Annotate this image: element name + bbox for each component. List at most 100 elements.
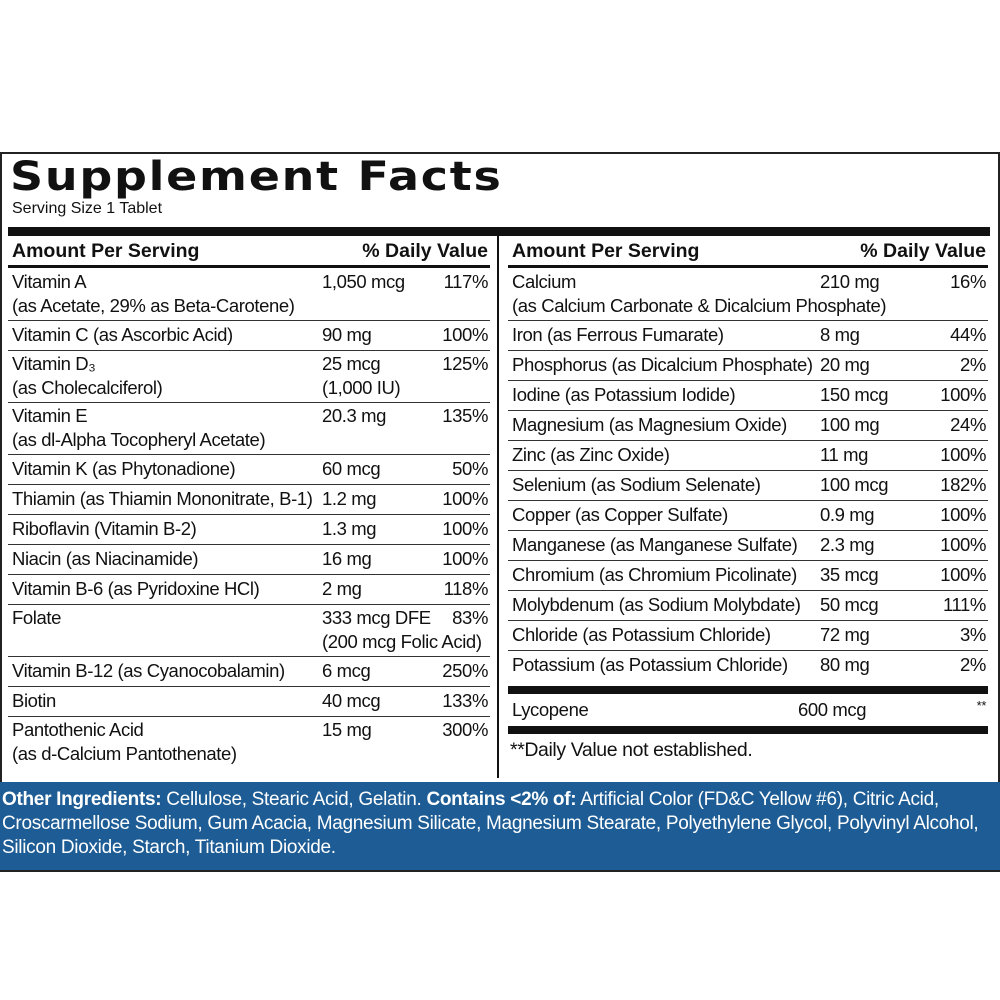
nutrient-name: Zinc (as Zinc Oxide)	[512, 444, 670, 465]
row-rule	[8, 484, 490, 485]
nutrient-name: Chromium (as Chromium Picolinate)	[512, 564, 797, 585]
text: Cellulose, Stearic Acid, Gelatin.	[161, 789, 427, 810]
daily-value: 2%	[960, 654, 986, 675]
nutrient-name: Chloride (as Potassium Chloride)	[512, 624, 771, 645]
daily-value: 100%	[940, 504, 986, 525]
nutrient-name: Thiamin (as Thiamin Mononitrate, B-1)	[12, 488, 313, 509]
row-rule	[508, 320, 988, 321]
nutrient-name: Vitamin C (as Ascorbic Acid)	[12, 324, 233, 345]
daily-value: 100%	[442, 488, 488, 509]
amount: 210 mg	[820, 271, 880, 292]
nutrient-name: Biotin	[12, 690, 56, 711]
daily-value: 100%	[442, 518, 488, 539]
amount: 100 mg	[820, 414, 880, 435]
row-rule	[508, 350, 988, 351]
nutrient-name: (as Calcium Carbonate & Dicalcium Phosph…	[512, 295, 887, 316]
daily-value: 182%	[940, 474, 986, 495]
nutrient-name: Potassium (as Potassium Chloride)	[512, 654, 788, 675]
nutrient-name: Lycopene	[512, 699, 589, 720]
label: Other Ingredients:	[2, 789, 162, 810]
column-header: Amount Per Serving	[512, 240, 700, 262]
column-header: Amount Per Serving	[12, 240, 200, 262]
header-rule	[508, 265, 988, 268]
nutrient-name: Phosphorus (as Dicalcium Phosphate)	[512, 354, 813, 375]
nutrient-name: Calcium	[512, 271, 577, 292]
nutrient-name: Niacin (as Niacinamide)	[12, 548, 199, 569]
amount: 90 mg	[322, 324, 372, 345]
daily-value: 111%	[943, 594, 986, 615]
daily-value: 100%	[940, 444, 986, 465]
nutrient-name: Selenium (as Sodium Selenate)	[512, 474, 761, 495]
label: Contains <2% of:	[426, 789, 577, 810]
nutrient-name: (as d-Calcium Pantothenate)	[12, 743, 237, 764]
amount: 25 mcg	[322, 353, 381, 374]
amount: 20.3 mg	[322, 405, 387, 426]
amount: 0.9 mg	[820, 504, 875, 525]
daily-value: 117%	[443, 271, 489, 292]
serving-size: Serving Size 1 Tablet	[12, 200, 163, 217]
row-rule	[508, 650, 988, 651]
facts-panel	[0, 152, 1000, 872]
nutrient-name: Vitamin A	[12, 271, 87, 292]
nutrient-name: Folate	[12, 607, 62, 628]
amount: 1.3 mg	[322, 518, 377, 539]
amount: 72 mg	[820, 624, 870, 645]
column-divider	[497, 236, 499, 778]
amount: 1,050 mcg	[322, 271, 405, 292]
row-rule	[508, 380, 988, 381]
ingredients: Other Ingredients: Cellulose, Stearic Ac…	[0, 782, 1000, 860]
thick-rule	[508, 726, 988, 734]
nutrient-name: Vitamin B-6 (as Pyridoxine HCl)	[12, 578, 260, 599]
nutrient-name: Pantothenic Acid	[12, 719, 144, 740]
amount: 600 mcg	[798, 699, 867, 720]
amount: 1.2 mg	[322, 488, 377, 509]
column-header: % Daily Value	[860, 240, 986, 262]
amount: 8 mg	[820, 324, 860, 345]
daily-value: 100%	[940, 564, 986, 585]
amount: 80 mg	[820, 654, 870, 675]
row-rule	[508, 620, 988, 621]
amount: 11 mg	[820, 444, 869, 465]
row-rule	[8, 544, 490, 545]
daily-value: 100%	[940, 534, 986, 555]
daily-value: 125%	[442, 353, 488, 374]
daily-value: 118%	[443, 578, 489, 599]
daily-value: 44%	[950, 324, 986, 345]
nutrient-name: (as dl-Alpha Tocopheryl Acetate)	[12, 429, 266, 450]
nutrient-name: Manganese (as Manganese Sulfate)	[512, 534, 798, 555]
title: Supplement Facts	[10, 154, 503, 200]
footnote: **Daily Value not established.	[510, 739, 753, 761]
row-rule	[508, 530, 988, 531]
daily-value: 100%	[442, 548, 488, 569]
amount: 16 mg	[322, 548, 372, 569]
amount: 40 mcg	[322, 690, 381, 711]
row-rule	[8, 656, 490, 657]
daily-value: 300%	[442, 719, 488, 740]
nutrient-name: (as Cholecalciferol)	[12, 377, 163, 398]
daily-value: 16%	[950, 271, 986, 292]
daily-value: 83%	[452, 607, 488, 628]
daily-value: 2%	[960, 354, 986, 375]
nutrient-name: Magnesium (as Magnesium Oxide)	[512, 414, 787, 435]
nutrient-name: Vitamin K (as Phytonadione)	[12, 458, 236, 479]
header-rule	[8, 265, 490, 268]
row-rule	[508, 590, 988, 591]
row-rule	[508, 560, 988, 561]
row-rule	[508, 470, 988, 471]
daily-value: 24%	[950, 414, 986, 435]
nutrient-name: Vitamin B-12 (as Cyanocobalamin)	[12, 660, 285, 681]
amount: 2.3 mg	[820, 534, 875, 555]
amount: 100 mcg	[820, 474, 889, 495]
row-rule	[8, 454, 490, 455]
row-rule	[8, 574, 490, 575]
daily-value: 100%	[442, 324, 488, 345]
row-rule	[8, 320, 490, 321]
row-rule	[508, 500, 988, 501]
row-rule	[8, 604, 490, 605]
thick-rule	[508, 686, 988, 694]
row-rule	[508, 410, 988, 411]
row-rule	[8, 686, 490, 687]
ingredients-footer: Other Ingredients: Cellulose, Stearic Ac…	[0, 782, 1000, 870]
amount: 50 mcg	[820, 594, 879, 615]
